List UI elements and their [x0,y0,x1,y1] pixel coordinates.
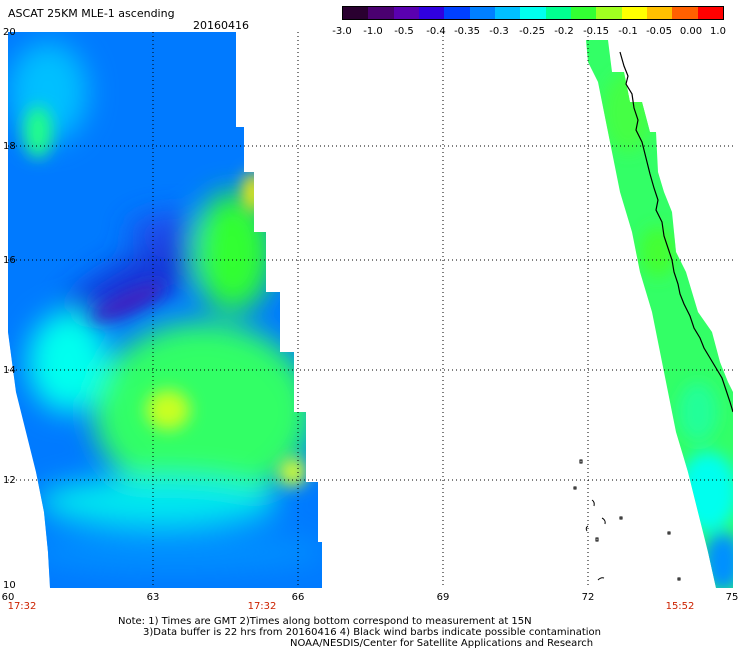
colorbar-segment [444,7,470,19]
colorbar-tick: -0.3 [489,26,509,37]
colorbar-tick-labels: -3.0 -1.0 -0.5 -0.4 -0.35 -0.3 -0.25 -0.… [332,26,726,38]
colorbar-tick: -1.0 [363,26,383,37]
longitude-label: 72 [581,592,595,603]
footnotes: Note: 1) Times are GMT 2)Times along bot… [118,616,601,649]
longitude-label: 66 [291,592,305,603]
colorbar-tick: -0.05 [646,26,672,37]
pass-time: 17:32 [247,601,277,612]
colorbar-tick: -0.2 [554,26,574,37]
latitude-label: 20 [3,27,16,38]
footnote-line: NOAA/NESDIS/Center for Satellite Applica… [290,638,594,649]
coastline [619,51,733,413]
colorbar-segment [672,7,698,19]
colorbar-segment [570,7,597,19]
colorbar-tick: 0.00 [679,26,703,37]
colorbar-tick: -3.0 [332,26,352,37]
longitude-label: 60 [1,592,15,603]
product-title: ASCAT 25KM MLE-1 ascending [8,7,175,20]
colorbar-segment [596,7,622,19]
longitude-label: 75 [725,592,739,603]
colorbar-segment [469,7,495,19]
colorbar-segment [520,7,546,19]
colorbar-segment [621,7,647,19]
product-date: 20160416 [193,19,249,32]
latitude-label: 10 [3,580,16,591]
colorbar-segment [418,7,445,19]
colorbar-tick: -0.4 [426,26,446,37]
colorbar-segment [697,7,723,19]
colorbar-segment [368,7,394,19]
right-swath [586,40,733,588]
longitude-label: 69 [436,592,450,603]
colorbar-segment [343,7,369,19]
colorbar-segment [494,7,521,19]
colorbar-tick: 1.0 [710,26,726,37]
islands [573,459,681,581]
latitude-label: 16 [3,255,16,266]
colorbar-tick: -0.25 [519,26,545,37]
left-swath [8,32,322,588]
scatterometer-map [8,32,733,588]
colorbar-segment [393,7,419,19]
pass-time: 17:32 [7,601,37,612]
colorbar-tick: -0.35 [454,26,480,37]
latitude-label: 14 [3,365,16,376]
footnote-line: 3)Data buffer is 22 hrs from 20160416 4)… [143,627,601,638]
lat-lon-grid [8,32,733,588]
colorbar [342,6,724,20]
colorbar-tick: -0.15 [583,26,609,37]
footnote-line: Note: 1) Times are GMT 2)Times along bot… [118,616,532,627]
pass-time: 15:52 [665,601,695,612]
colorbar-tick: -0.1 [618,26,638,37]
colorbar-segment [646,7,673,19]
longitude-label: 63 [146,592,160,603]
latitude-label: 18 [3,141,16,152]
latitude-label: 12 [3,475,16,486]
colorbar-tick: -0.5 [394,26,414,37]
colorbar-segment [545,7,571,19]
